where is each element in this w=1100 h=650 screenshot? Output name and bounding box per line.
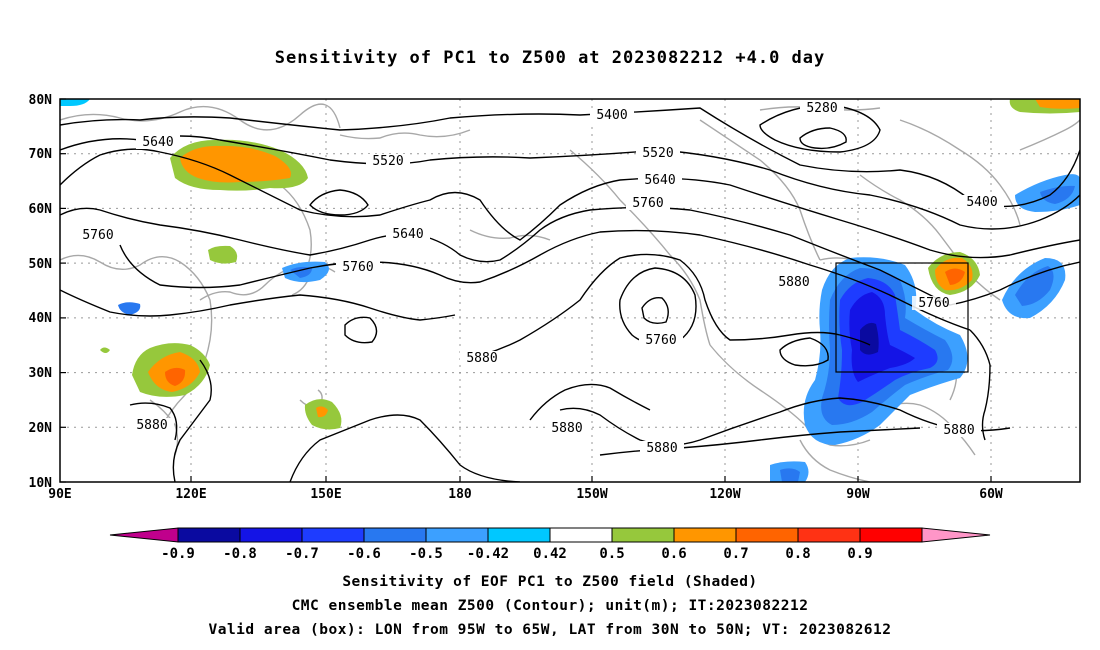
contour-labels: 5280 5400 5400 5520 5520 5640 5640 5640 … — [76, 101, 1004, 456]
colorbar-label: -0.42 — [467, 546, 509, 562]
colorbar-swatch — [239, 527, 303, 543]
colorbar-label: -0.7 — [285, 546, 319, 562]
caption-line-3: Valid area (box): LON from 95W to 65W, L… — [208, 622, 892, 638]
colorbar-swatch — [549, 527, 613, 543]
lon-label: 120E — [175, 487, 206, 502]
lon-label: 150E — [310, 487, 341, 502]
contour-label: 5640 — [644, 173, 675, 188]
colorbar-swatch — [797, 527, 861, 543]
colorbar-swatch — [363, 527, 427, 543]
contour-label: 5760 — [918, 296, 949, 311]
shade-pacific-positive — [304, 399, 342, 430]
colorbar-label: 0.9 — [847, 546, 872, 562]
shade-okhotsk-positive — [170, 139, 308, 191]
contour-label: 5760 — [82, 228, 113, 243]
colorbar: -0.9 -0.8 -0.7 -0.6 -0.5 -0.42 0.42 0.5 0.6 0.7 0.… — [109, 527, 991, 562]
contour-label: 5640 — [142, 135, 173, 150]
contour-label: 5880 — [778, 275, 809, 290]
colorbar-swatch — [301, 527, 365, 543]
caption-line-1: Sensitivity of EOF PC1 to Z500 field (Sh… — [342, 574, 758, 590]
lon-label: 180 — [448, 487, 472, 502]
lon-label: 90W — [846, 487, 870, 502]
colorbar-label: -0.9 — [161, 546, 195, 562]
lat-label: 40N — [29, 311, 53, 326]
valid-area-box — [835, 262, 969, 373]
contour-label: 5520 — [372, 154, 403, 169]
lat-label: 50N — [29, 257, 53, 272]
lat-label: 10N — [29, 476, 53, 491]
shade-small-blue — [118, 302, 141, 315]
contour-label: 5880 — [466, 351, 497, 366]
map-frame — [59, 98, 1081, 483]
plot-title: Sensitivity of PC1 to Z500 at 2023082212… — [274, 48, 826, 68]
latitude-labels: 80N 70N 60N 50N 40N 30N 20N 10N — [29, 93, 53, 491]
lat-label: 80N — [29, 93, 53, 108]
contour-label: 5640 — [392, 227, 423, 242]
colorbar-label: 0.8 — [785, 546, 810, 562]
contour-label: 5880 — [943, 423, 974, 438]
colorbar-swatch — [425, 527, 489, 543]
lon-label: 120W — [709, 487, 740, 502]
lat-label: 20N — [29, 421, 53, 436]
contour-label: 5760 — [342, 260, 373, 275]
shade-atlantic-negative — [1002, 258, 1066, 319]
longitude-labels: 90E 120E 150E 180 150W 120W 90W 60W — [48, 487, 1003, 502]
colorbar-swatch — [611, 527, 675, 543]
colorbar-label: -0.6 — [347, 546, 381, 562]
contour-label: 5520 — [642, 146, 673, 161]
tick-marks — [60, 98, 992, 483]
lat-label: 30N — [29, 366, 53, 381]
lon-label: 150W — [576, 487, 607, 502]
colorbar-label: 0.6 — [661, 546, 686, 562]
contour-label: 5400 — [966, 195, 997, 210]
colorbar-label: 0.5 — [599, 546, 624, 562]
colorbar-swatch — [673, 527, 737, 543]
lon-label: 90E — [48, 487, 71, 502]
colorbar-swatch — [921, 527, 991, 543]
shade-arctic-positive — [1009, 99, 1080, 114]
colorbar-swatch — [735, 527, 799, 543]
contour-label: 5760 — [645, 333, 676, 348]
colorbar-swatch — [177, 527, 241, 543]
contour-label: 5880 — [136, 418, 167, 433]
colorbar-label: -0.8 — [223, 546, 257, 562]
colorbar-swatch — [859, 527, 923, 543]
colorbar-swatch — [109, 527, 179, 543]
z500-contours — [60, 104, 1080, 482]
caption-line-2: CMC ensemble mean Z500 (Contour); unit(m… — [291, 598, 809, 614]
colorbar-label: -0.5 — [409, 546, 443, 562]
lat-label: 70N — [29, 147, 53, 162]
contour-label: 5400 — [596, 108, 627, 123]
shade-corner-blue — [60, 99, 90, 106]
contour-label: 5760 — [632, 196, 663, 211]
colorbar-label: 0.7 — [723, 546, 748, 562]
contour-label: 5880 — [646, 441, 677, 456]
colorbar-label: 0.42 — [533, 546, 567, 562]
lon-label: 60W — [979, 487, 1003, 502]
contour-label: 5880 — [551, 421, 582, 436]
colorbar-swatch — [487, 527, 551, 543]
shade-small-green — [208, 245, 238, 264]
shade-china-positive — [100, 343, 210, 397]
contour-label: 5280 — [806, 101, 837, 116]
lat-label: 60N — [29, 202, 53, 217]
